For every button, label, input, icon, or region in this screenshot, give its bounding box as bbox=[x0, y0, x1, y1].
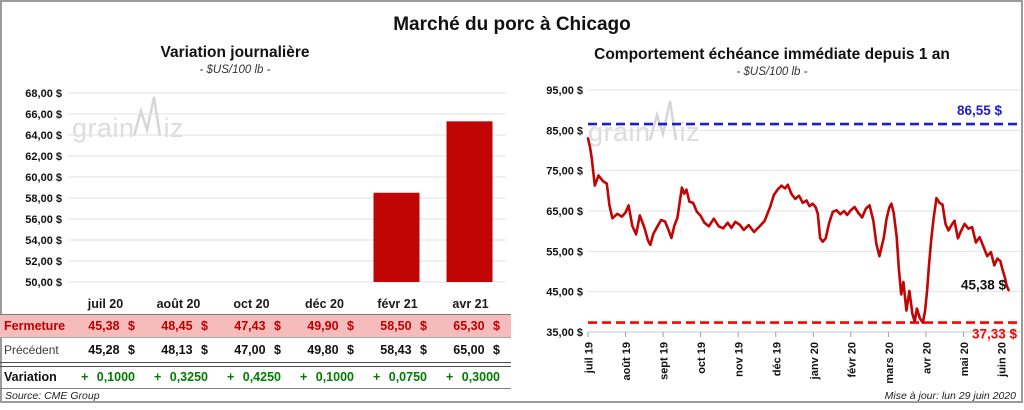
y-tick-label: 64,00 $ bbox=[25, 130, 62, 142]
x-tick-label: oct 19 bbox=[696, 342, 708, 374]
x-tick-label: nov 19 bbox=[734, 342, 746, 377]
grainwiz-zigzag-icon bbox=[132, 96, 161, 137]
y-tick-label: 85,00 $ bbox=[546, 125, 583, 137]
row-label: Fermeture bbox=[4, 319, 66, 333]
y-tick-label: 68,00 $ bbox=[25, 88, 62, 100]
y-tick-label: 35,00 $ bbox=[546, 327, 583, 339]
source-note: Source: CME Group bbox=[5, 390, 100, 402]
update-note: Mise à jour: lun 29 juin 2020 bbox=[884, 390, 1016, 402]
y-tick-label: 66,00 $ bbox=[25, 109, 62, 121]
bar-févr 21 bbox=[373, 192, 420, 282]
x-tick-label: mars 20 bbox=[884, 342, 896, 384]
one-year-price-line-chart: 95,00 $ 85,00 $ 75,00 $ 65,00 $ 55,00 $ 45,00… bbox=[546, 85, 1021, 384]
last-value-label: 45,38 $ bbox=[961, 278, 1007, 293]
table-double-divider bbox=[0, 362, 511, 367]
column-header: juil 20 bbox=[87, 297, 124, 311]
x-tick-label: janv 20 bbox=[809, 342, 821, 380]
x-tick-label: août 19 bbox=[621, 342, 633, 381]
value-cell: 47,00 $ bbox=[234, 343, 281, 357]
value-cell: 48,45 $ bbox=[161, 319, 208, 333]
value-cell: 58,43 $ bbox=[380, 343, 427, 357]
daily-variation-bar-chart: 68,00 $ 66,00 $ 64,00 $ 62,00 $ 60,00 $ 58,00… bbox=[25, 88, 506, 288]
grainwiz-zigzag-icon bbox=[648, 100, 677, 141]
table-row-variation: Variation + 0,1000 + 0,3250 + 0,4250 + 0,100… bbox=[0, 367, 511, 387]
value-cell: 58,50 $ bbox=[380, 319, 427, 333]
low-value-label: 37,33 $ bbox=[972, 327, 1018, 342]
x-tick-label: déc 19 bbox=[771, 342, 783, 376]
table-bottom-border bbox=[0, 388, 511, 389]
value-cell: + 0,3000 bbox=[445, 370, 500, 384]
column-header: août 20 bbox=[156, 297, 201, 311]
value-cell: 65,30 $ bbox=[453, 319, 500, 333]
bar-avr 21 bbox=[446, 121, 493, 282]
watermark-text-pre: grain bbox=[588, 117, 651, 147]
x-tick-label: sept 19 bbox=[659, 342, 671, 380]
y-tick-label: 55,00 $ bbox=[546, 246, 583, 258]
value-cell: 45,28 $ bbox=[88, 343, 135, 357]
table-row-previous: Précédent 45,28 $ 48,13 $ 47,00 $ 49,80 $ 58,… bbox=[0, 338, 511, 362]
price-line bbox=[586, 137, 1010, 324]
watermark-text-pre: grain bbox=[72, 113, 135, 143]
y-tick-label: 60,00 $ bbox=[25, 172, 62, 184]
right-chart-subtitle: - $US/100 lb - bbox=[736, 66, 808, 78]
value-cell: + 0,1000 bbox=[299, 370, 354, 384]
y-tick-label: 95,00 $ bbox=[546, 85, 583, 97]
y-tick-label: 75,00 $ bbox=[546, 166, 583, 178]
value-cell: + 0,0750 bbox=[372, 370, 427, 384]
row-label: Précédent bbox=[4, 343, 59, 357]
column-header: févr 21 bbox=[377, 297, 418, 311]
y-tick-label: 56,00 $ bbox=[25, 214, 62, 226]
y-tick-label: 45,00 $ bbox=[546, 287, 583, 299]
x-tick-label: juil 19 bbox=[584, 342, 596, 374]
page-title: Marché du porc à Chicago bbox=[393, 14, 631, 35]
value-cell: 49,90 $ bbox=[307, 319, 354, 333]
column-header: avr 21 bbox=[452, 297, 489, 311]
table-corner-cell bbox=[0, 294, 69, 314]
left-chart-subtitle: - $US/100 lb - bbox=[199, 64, 271, 76]
value-cell: 47,43 $ bbox=[234, 319, 281, 333]
x-tick-label: juin 20 bbox=[997, 342, 1009, 378]
value-cell: + 0,4250 bbox=[226, 370, 281, 384]
x-tick-label: avr 20 bbox=[921, 342, 933, 374]
value-cell: 65,00 $ bbox=[453, 343, 500, 357]
y-tick-label: 62,00 $ bbox=[25, 151, 62, 163]
value-cell: 49,80 $ bbox=[307, 343, 354, 357]
value-cell: + 0,3250 bbox=[153, 370, 208, 384]
x-tick-label: févr 20 bbox=[846, 342, 858, 377]
x-tick-label: mai 20 bbox=[959, 342, 971, 376]
y-tick-label: 54,00 $ bbox=[25, 235, 62, 247]
table-row-close: Fermeture 45,38 $ 48,45 $ 47,43 $ 49,90 $ 58,… bbox=[0, 314, 511, 338]
left-chart-title: Variation journalière bbox=[160, 44, 310, 61]
y-tick-label: 52,00 $ bbox=[25, 256, 62, 268]
y-tick-label: 65,00 $ bbox=[546, 206, 583, 218]
column-header: déc 20 bbox=[305, 297, 344, 311]
value-cell: 48,13 $ bbox=[161, 343, 208, 357]
high-value-label: 86,55 $ bbox=[957, 103, 1003, 118]
column-header: oct 20 bbox=[233, 297, 270, 311]
value-cell: 45,38 $ bbox=[88, 319, 135, 333]
row-label: Variation bbox=[4, 370, 57, 384]
value-cell: + 0,1000 bbox=[80, 370, 135, 384]
y-tick-label: 50,00 $ bbox=[25, 277, 62, 288]
y-tick-label: 58,00 $ bbox=[25, 193, 62, 205]
table-header-row: juil 20 août 20 oct 20 déc 20 févr 21 avr 21 bbox=[0, 294, 511, 314]
right-chart-title: Comportement échéance immédiate depuis 1… bbox=[594, 46, 950, 63]
